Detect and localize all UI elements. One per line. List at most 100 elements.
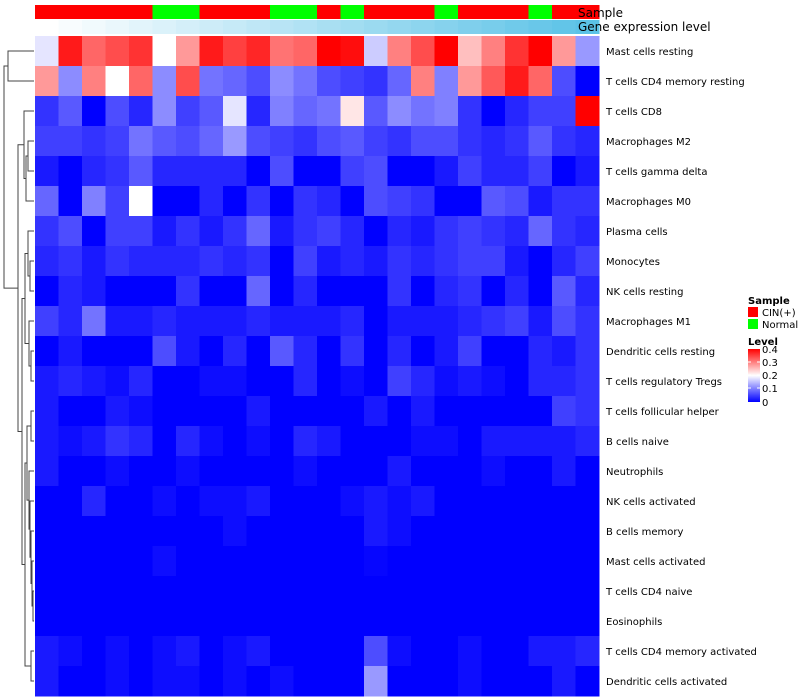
heatmap-cell	[176, 546, 200, 577]
heatmap-cell	[35, 636, 59, 667]
heatmap-cell	[340, 276, 365, 307]
expression-cell	[223, 20, 247, 34]
heatmap-cell	[223, 156, 247, 187]
heatmap-cell	[246, 366, 271, 397]
heatmap-cell	[481, 666, 506, 697]
row-label: Mast cells resting	[606, 47, 693, 58]
sample-cell	[223, 5, 247, 19]
heatmap-cell	[434, 246, 459, 277]
row-labels: Mast cells resting T cells CD4 memory res…	[605, 47, 757, 688]
heatmap-cell	[505, 366, 529, 397]
heatmap-cell	[387, 36, 412, 67]
heatmap-cell	[505, 426, 529, 457]
heatmap-cell	[528, 396, 553, 427]
heatmap-cell	[340, 126, 365, 157]
heatmap-cell	[552, 186, 576, 217]
heatmap-cell	[340, 546, 365, 577]
heatmap-cell	[458, 216, 482, 247]
row-label: NK cells activated	[606, 497, 696, 508]
heatmap-cell	[35, 276, 59, 307]
heatmap-cell	[434, 396, 459, 427]
heatmap-cell	[528, 606, 553, 637]
heatmap-cell	[411, 666, 435, 697]
heatmap-cell	[528, 576, 553, 607]
heatmap-cell	[152, 486, 177, 517]
heatmap-cell	[505, 576, 529, 607]
heatmap-cell	[199, 666, 224, 697]
heatmap-cell	[528, 216, 553, 247]
heatmap-cell	[364, 366, 388, 397]
heatmap-cell	[58, 606, 83, 637]
heatmap-cell	[481, 396, 506, 427]
heatmap-cell	[364, 546, 388, 577]
heatmap-cell	[246, 96, 271, 127]
heatmap-cell	[505, 516, 529, 547]
heatmap-cell	[176, 426, 200, 457]
heatmap-cell	[575, 666, 600, 697]
heatmap-cell	[552, 336, 576, 367]
heatmap-cell	[246, 576, 271, 607]
heatmap-cell	[35, 366, 59, 397]
legend-tick-0-3: 0.3	[762, 358, 778, 369]
heatmap-cell	[340, 426, 365, 457]
heatmap-cell	[434, 186, 459, 217]
heatmap-cell	[481, 36, 506, 67]
heatmap-cell	[387, 486, 412, 517]
heatmap-cell	[317, 66, 341, 97]
heatmap-cell	[105, 186, 130, 217]
expression-cell	[129, 20, 153, 34]
expression-cell	[270, 20, 294, 34]
heatmap-cell	[434, 636, 459, 667]
heatmap-cell	[35, 666, 59, 697]
heatmap-cell	[575, 576, 600, 607]
expression-cell	[152, 20, 177, 34]
sample-cell	[152, 5, 177, 19]
heatmap-cell	[35, 486, 59, 517]
heatmap-cell	[364, 126, 388, 157]
heatmap-cell	[293, 516, 318, 547]
heatmap-cell	[434, 426, 459, 457]
row-label: Neutrophils	[606, 467, 663, 478]
heatmap-cell	[293, 36, 318, 67]
heatmap-cell	[246, 36, 271, 67]
row-label: T cells gamma delta	[605, 167, 707, 178]
heatmap-cell	[364, 636, 388, 667]
heatmap-cell	[552, 666, 576, 697]
heatmap-cell	[317, 606, 341, 637]
heatmap-cell	[293, 606, 318, 637]
heatmap-cell	[387, 126, 412, 157]
heatmap-cell	[270, 426, 294, 457]
heatmap-cell	[552, 66, 576, 97]
row-label: Macrophages M1	[606, 317, 691, 328]
heatmap-cell	[387, 576, 412, 607]
expression-cell	[176, 20, 200, 34]
heatmap-cell	[340, 516, 365, 547]
heatmap-cell	[129, 606, 153, 637]
heatmap-cell	[293, 246, 318, 277]
heatmap-cell	[387, 666, 412, 697]
expression-cell	[552, 20, 576, 34]
heatmap-cell	[223, 186, 247, 217]
heatmap-cell	[35, 156, 59, 187]
heatmap-cell	[35, 66, 59, 97]
heatmap-cell	[528, 36, 553, 67]
heatmap-cell	[481, 546, 506, 577]
heatmap-cell	[364, 156, 388, 187]
heatmap-cell	[199, 576, 224, 607]
heatmap-cell	[35, 546, 59, 577]
heatmap-cell	[411, 426, 435, 457]
heatmap-cell	[387, 516, 412, 547]
heatmap-cell	[199, 606, 224, 637]
heatmap-cell	[152, 36, 177, 67]
heatmap-cell	[58, 126, 83, 157]
heatmap-cell	[458, 66, 482, 97]
heatmap-cell	[176, 216, 200, 247]
heatmap-cell	[152, 246, 177, 277]
heatmap-cell	[575, 366, 600, 397]
heatmap-cell	[505, 306, 529, 337]
heatmap-cell	[340, 606, 365, 637]
heatmap-cell	[528, 636, 553, 667]
heatmap-cell	[152, 306, 177, 337]
heatmap-cell	[458, 546, 482, 577]
heatmap-cell	[505, 396, 529, 427]
